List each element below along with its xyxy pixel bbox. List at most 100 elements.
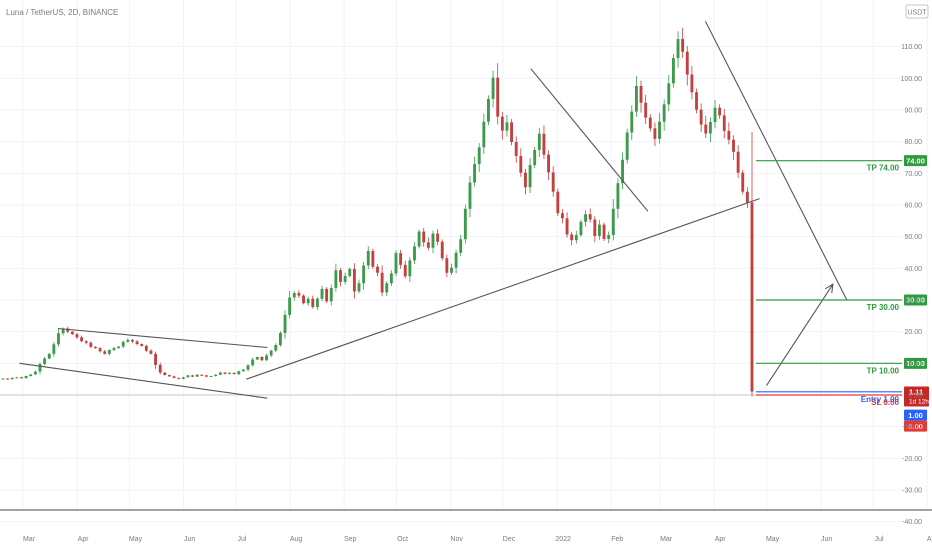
candle-down [223, 372, 227, 374]
candle-down [20, 377, 23, 379]
candle-down [565, 218, 569, 235]
x-tick-label: Jun [184, 536, 195, 543]
arrow-head [824, 283, 834, 294]
candle-down [94, 346, 97, 349]
candle-up [112, 348, 116, 351]
candle-up [121, 341, 125, 347]
candle-up [362, 265, 366, 284]
candle-up [450, 267, 453, 273]
currency-badge[interactable]: USDT [905, 4, 929, 19]
candle-down [172, 376, 176, 378]
x-tick-label: May [129, 536, 143, 543]
candle-down [6, 378, 10, 380]
axis-badge-value: 10.00 [906, 359, 925, 368]
x-tick-label: May [766, 536, 780, 543]
candle-up [579, 221, 583, 236]
candle-down [70, 331, 74, 335]
candle-down [681, 39, 685, 52]
candle-down [154, 353, 158, 365]
candle-down [144, 345, 148, 351]
candle-down [140, 344, 144, 346]
candle-up [274, 344, 278, 351]
candle-up [671, 58, 675, 84]
trendline [530, 68, 649, 212]
y-tick-label: 60.00 [904, 203, 922, 210]
candle-up [126, 339, 130, 342]
candle-down [685, 51, 689, 75]
x-tick-label: 2022 [555, 536, 571, 543]
tp-level-axis-badge: 10.00 [904, 357, 927, 369]
candle-up [315, 298, 319, 307]
candle-up [584, 214, 587, 222]
x-tick-label: Oct [397, 536, 408, 543]
candle-down [89, 342, 93, 347]
candle-up [334, 270, 338, 288]
candle-down [736, 151, 740, 173]
candle-up [15, 377, 19, 379]
candle-down [750, 202, 754, 392]
candle-up [292, 293, 296, 298]
candle-down [524, 172, 527, 188]
candle-up [473, 164, 477, 183]
candle-up [61, 328, 65, 334]
candle-up [533, 149, 537, 166]
candle-down [80, 337, 84, 342]
last-price-value: 1.11 [909, 387, 923, 396]
candle-down [732, 139, 735, 152]
candle-down [741, 172, 745, 192]
tp-level-axis-badge: 74.00 [904, 155, 927, 167]
candle-down [570, 234, 574, 241]
candle-up [117, 346, 121, 349]
candle-down [163, 372, 167, 376]
candle-down [500, 116, 504, 131]
candle-up [241, 369, 245, 372]
y-tick-label: 70.00 [904, 171, 922, 178]
candle-up [394, 253, 398, 274]
candle-up [505, 122, 509, 131]
candle-up [246, 365, 250, 370]
candle-up [29, 374, 33, 377]
tp-level-label: TP 30.00 [867, 303, 900, 312]
y-tick-label: 110.00 [901, 44, 922, 51]
candle-down [376, 266, 379, 273]
stop-loss-level-axis-badge: 0.00 [904, 420, 927, 432]
candle-up [487, 98, 490, 122]
entry-level-label: Entry 1.00 [861, 395, 900, 404]
candle-down [551, 172, 555, 192]
currency-badge-label: USDT [907, 10, 927, 17]
candle-up [459, 239, 463, 253]
candle-up [417, 231, 421, 247]
candle-up [214, 374, 218, 377]
candle-down [718, 107, 722, 116]
candle-up [107, 350, 111, 354]
x-tick-label: Apr [715, 536, 727, 543]
candle-up [357, 283, 361, 292]
candle-up [52, 344, 56, 354]
axis-badge-value: 1.00 [908, 411, 923, 420]
y-tick-label: 10.00 [904, 361, 922, 368]
candle-up [218, 372, 222, 375]
axis-badge-value: 74.00 [906, 156, 925, 165]
price-axis[interactable]: 110.00 100.00 90.00 80.00 70.00 60.00 50.00 40.… [901, 44, 923, 526]
candle-down [98, 348, 102, 352]
candle-down [352, 268, 356, 292]
y-tick-label: 90.00 [904, 108, 922, 115]
axis-badge-bg [904, 155, 927, 167]
candle-down [561, 213, 564, 219]
candle-down [745, 191, 749, 203]
candle-down [602, 224, 606, 239]
time-axis[interactable]: Mar Apr May Jun Jul Aug Sep Oct Nov Dec 2022 Feb Mar… [0, 509, 932, 543]
x-tick-label: Jun [821, 536, 832, 543]
last-price-badge: 1.11 1d 12h [904, 386, 929, 407]
candle-down [496, 77, 500, 117]
candle-down [403, 264, 407, 277]
candle-down [519, 155, 523, 173]
candle-down [75, 334, 79, 338]
candle-up [537, 133, 541, 150]
y-tick-label: -10.00 [902, 424, 922, 431]
x-tick-label: Nov [450, 536, 463, 543]
candle-up [33, 371, 37, 375]
candle-down [722, 115, 726, 131]
candle-down [653, 128, 657, 139]
